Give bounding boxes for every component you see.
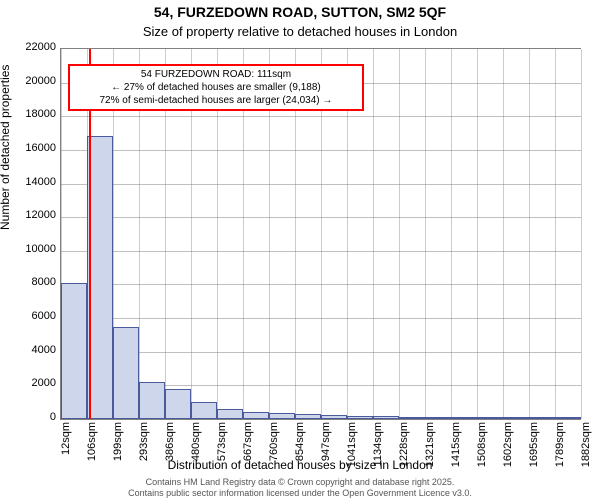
- x-tick-label: 386sqm: [164, 422, 176, 482]
- histogram-bar: [399, 417, 425, 419]
- x-tick-label: 1602sqm: [502, 422, 514, 482]
- histogram-bar: [425, 417, 451, 419]
- x-tick-label: 12sqm: [60, 422, 72, 482]
- x-tick-label: 1789sqm: [554, 422, 566, 482]
- grid-line: [399, 49, 400, 419]
- y-tick-label: 22000: [16, 41, 56, 53]
- x-tick-label: 480sqm: [190, 422, 202, 482]
- chart-subtitle: Size of property relative to detached ho…: [0, 24, 600, 39]
- x-tick-label: 947sqm: [320, 422, 332, 482]
- annotation-line: 54 FURZEDOWN ROAD: 111sqm: [76, 68, 356, 81]
- x-tick-label: 1695sqm: [528, 422, 540, 482]
- y-tick-label: 20000: [16, 75, 56, 87]
- chart-title: 54, FURZEDOWN ROAD, SUTTON, SM2 5QF: [0, 4, 600, 20]
- chart-container: 54, FURZEDOWN ROAD, SUTTON, SM2 5QF Size…: [0, 0, 600, 500]
- histogram-bar: [555, 417, 581, 419]
- histogram-bar: [503, 417, 529, 419]
- histogram-bar: [347, 416, 373, 419]
- footer-line2: Contains public sector information licen…: [128, 488, 472, 498]
- x-tick-label: 106sqm: [86, 422, 98, 482]
- x-tick-label: 1134sqm: [372, 422, 384, 482]
- histogram-bar: [243, 412, 269, 419]
- y-tick-label: 2000: [16, 377, 56, 389]
- x-tick-label: 667sqm: [242, 422, 254, 482]
- annotation-box: 54 FURZEDOWN ROAD: 111sqm← 27% of detach…: [68, 64, 364, 111]
- x-tick-label: 1508sqm: [476, 422, 488, 482]
- y-tick-label: 12000: [16, 209, 56, 221]
- histogram-bar: [61, 283, 87, 419]
- y-tick-label: 0: [16, 411, 56, 423]
- y-tick-label: 4000: [16, 344, 56, 356]
- histogram-bar: [87, 136, 113, 419]
- grid-line: [451, 49, 452, 419]
- histogram-bar: [477, 417, 503, 419]
- grid-line: [581, 49, 582, 419]
- x-tick-label: 573sqm: [216, 422, 228, 482]
- y-axis-label: Number of detached properties: [0, 65, 12, 230]
- grid-line: [529, 49, 530, 419]
- grid-line: [477, 49, 478, 419]
- x-tick-label: 1415sqm: [450, 422, 462, 482]
- x-tick-label: 760sqm: [268, 422, 280, 482]
- y-tick-label: 18000: [16, 108, 56, 120]
- histogram-bar: [217, 409, 243, 419]
- x-tick-label: 854sqm: [294, 422, 306, 482]
- x-tick-label: 199sqm: [112, 422, 124, 482]
- histogram-bar: [295, 414, 321, 419]
- histogram-bar: [165, 389, 191, 419]
- histogram-bar: [451, 417, 477, 419]
- histogram-bar: [113, 327, 139, 420]
- annotation-line: ← 27% of detached houses are smaller (9,…: [76, 81, 356, 94]
- x-tick-label: 1321sqm: [424, 422, 436, 482]
- grid-line: [373, 49, 374, 419]
- grid-line: [503, 49, 504, 419]
- histogram-bar: [269, 413, 295, 419]
- x-tick-label: 293sqm: [138, 422, 150, 482]
- y-tick-label: 16000: [16, 142, 56, 154]
- plot-area: 54 FURZEDOWN ROAD: 111sqm← 27% of detach…: [60, 48, 581, 420]
- histogram-bar: [139, 382, 165, 419]
- y-tick-label: 8000: [16, 276, 56, 288]
- histogram-bar: [529, 417, 555, 419]
- histogram-bar: [191, 402, 217, 419]
- histogram-bar: [321, 415, 347, 419]
- x-tick-label: 1228sqm: [398, 422, 410, 482]
- x-tick-label: 1882sqm: [580, 422, 592, 482]
- x-tick-label: 1041sqm: [346, 422, 358, 482]
- grid-line: [425, 49, 426, 419]
- y-tick-label: 6000: [16, 310, 56, 322]
- y-tick-label: 10000: [16, 243, 56, 255]
- grid-line: [555, 49, 556, 419]
- annotation-line: 72% of semi-detached houses are larger (…: [76, 94, 356, 107]
- histogram-bar: [373, 416, 399, 419]
- y-tick-label: 14000: [16, 176, 56, 188]
